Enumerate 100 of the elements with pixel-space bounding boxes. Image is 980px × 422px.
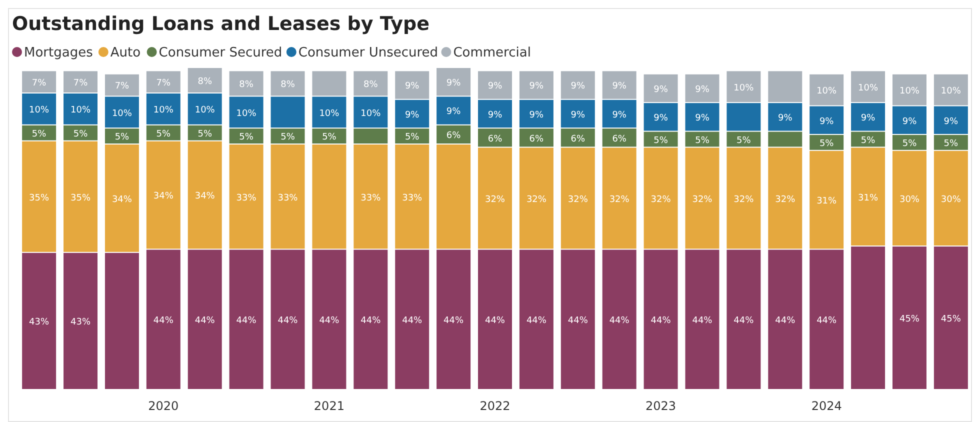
bar	[22, 252, 56, 389]
data-label: 32%	[609, 194, 630, 205]
bar	[270, 250, 305, 389]
data-label: 8%	[364, 80, 378, 90]
data-label: 7%	[156, 78, 171, 88]
bar	[934, 246, 968, 389]
data-label: 5%	[239, 132, 254, 143]
data-label: 9%	[446, 78, 462, 88]
bar	[892, 134, 926, 150]
data-label: 32%	[734, 194, 754, 205]
data-label: 10%	[112, 108, 132, 119]
data-label: 9%	[819, 116, 834, 127]
data-label: 44%	[153, 316, 174, 326]
data-label: 44%	[236, 316, 257, 326]
data-label: 44%	[402, 316, 423, 326]
bar	[851, 71, 886, 102]
data-label: 5%	[73, 130, 88, 140]
bar	[22, 141, 56, 252]
bar	[270, 71, 305, 96]
bar	[395, 250, 430, 389]
bar	[146, 71, 180, 93]
data-label: 5%	[32, 130, 47, 140]
bar	[810, 150, 844, 249]
bar	[810, 74, 844, 106]
data-label: 10%	[734, 83, 754, 94]
legend-label: Mortgages	[24, 46, 94, 61]
bar	[934, 106, 968, 134]
bar	[312, 71, 346, 96]
data-label: 6%	[446, 131, 462, 142]
bar	[519, 128, 554, 147]
data-label: 5%	[819, 139, 834, 150]
bar	[229, 96, 264, 128]
bar	[436, 144, 471, 249]
bar	[478, 250, 512, 389]
bar	[934, 134, 968, 150]
data-label: 5%	[280, 132, 296, 143]
data-label: 9%	[529, 82, 544, 92]
bar	[644, 148, 678, 249]
data-label: 9%	[695, 114, 710, 124]
legend-label: Consumer Unsecured	[298, 46, 438, 61]
data-label: 9%	[612, 110, 627, 120]
data-label: 9%	[778, 114, 793, 124]
bar	[64, 94, 98, 124]
data-label: 35%	[29, 193, 50, 204]
bar	[602, 71, 636, 99]
data-label: 9%	[404, 110, 420, 120]
x-tick-label: 2022	[480, 399, 510, 413]
bar	[685, 103, 720, 131]
bar	[519, 250, 554, 389]
bar	[436, 125, 471, 144]
data-label: 9%	[488, 110, 503, 120]
bar	[229, 250, 264, 389]
bar	[395, 71, 430, 99]
data-label: 44%	[484, 316, 506, 326]
bar	[602, 128, 636, 147]
bar	[188, 68, 222, 93]
data-label: 44%	[526, 316, 547, 326]
bar	[188, 250, 222, 389]
bar	[892, 106, 926, 134]
data-label: 9%	[654, 114, 668, 124]
bar	[934, 150, 968, 246]
data-label: 31%	[858, 193, 878, 204]
data-label: 44%	[278, 316, 298, 326]
bar	[395, 128, 430, 144]
bar	[768, 103, 802, 131]
data-label: 9%	[488, 82, 503, 92]
bar	[146, 250, 180, 389]
data-label: 9%	[695, 84, 710, 95]
data-label: 43%	[70, 318, 91, 328]
data-label: 34%	[153, 192, 174, 202]
bar	[354, 250, 388, 389]
data-label: 10%	[236, 108, 257, 119]
bar	[478, 148, 512, 249]
x-tick-label: 2021	[314, 399, 344, 413]
bar	[22, 71, 56, 93]
data-label: 9%	[404, 82, 420, 92]
bar	[685, 148, 720, 249]
bar	[312, 128, 346, 144]
bar	[726, 250, 761, 389]
data-label: 9%	[570, 110, 586, 120]
data-label: 5%	[736, 136, 752, 146]
data-label: 44%	[319, 316, 340, 326]
bar	[104, 128, 139, 144]
bar	[354, 71, 388, 96]
bar	[726, 103, 761, 131]
data-label: 10%	[858, 83, 878, 94]
data-label: 10%	[194, 106, 216, 116]
data-label: 5%	[654, 136, 668, 146]
bar	[560, 128, 595, 147]
data-label: 32%	[775, 194, 796, 205]
data-label: 34%	[194, 192, 216, 202]
bar	[602, 250, 636, 389]
bar	[934, 74, 968, 106]
data-label: 33%	[360, 193, 382, 204]
data-label: 44%	[816, 316, 838, 326]
data-label: 10%	[319, 108, 340, 119]
data-label: 34%	[112, 194, 132, 205]
bar	[312, 144, 346, 249]
bar	[685, 250, 720, 389]
data-label: 33%	[402, 193, 423, 204]
